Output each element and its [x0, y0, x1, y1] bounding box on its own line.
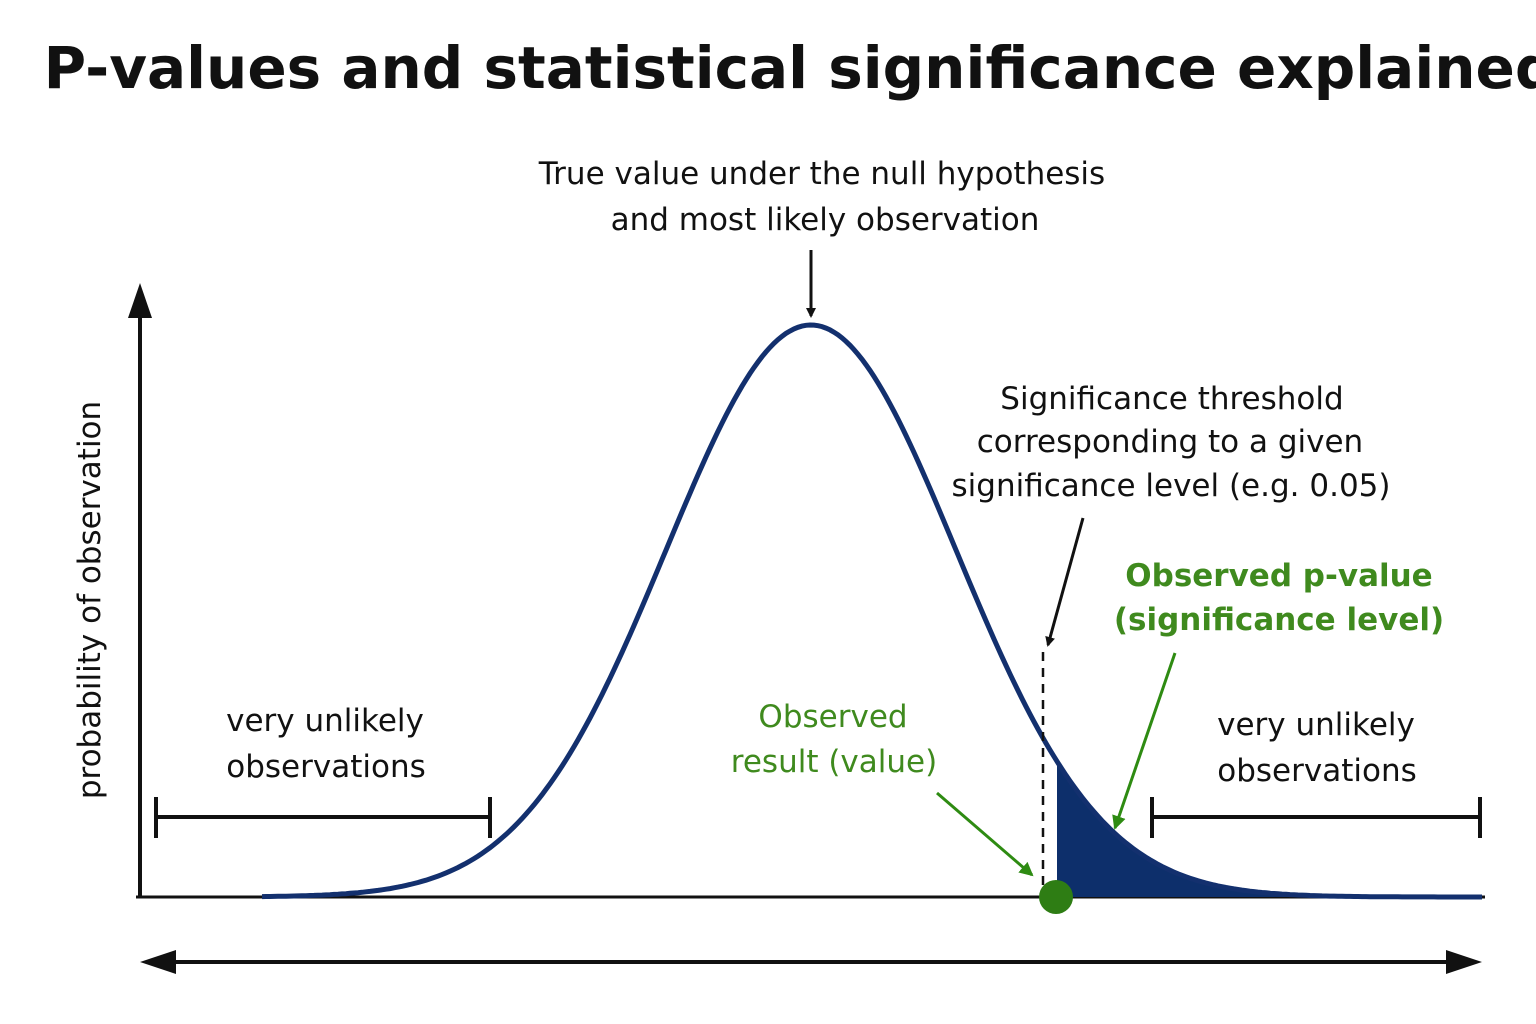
threshold-arrow — [1045, 517, 1085, 647]
right-bracket — [1150, 797, 1482, 838]
left-label: observations — [226, 749, 426, 785]
range-arrow-right — [1446, 950, 1482, 974]
p-value-label: (significance level) — [1114, 602, 1444, 638]
title: P-values and statistical significance ex… — [44, 34, 1536, 102]
observed-label: Observed — [758, 699, 907, 735]
right-label: very unlikely — [1217, 707, 1415, 743]
y-axis-label: probability of observation — [72, 401, 108, 799]
null-label: True value under the null hypothesis — [538, 156, 1105, 192]
left-bracket — [154, 797, 492, 838]
observed-arrow — [936, 791, 1034, 877]
range-arrow-left — [140, 950, 176, 974]
null-distribution-curve — [261, 322, 1482, 900]
null-label: and most likely observation — [611, 202, 1040, 238]
threshold-label: corresponding to a given — [977, 424, 1363, 460]
p-value-area — [1057, 761, 1485, 897]
y-axis-arrow — [128, 283, 152, 318]
right-label: observations — [1217, 753, 1417, 789]
p-value-arrow — [1112, 652, 1177, 830]
observed-label: result (value) — [731, 744, 937, 780]
threshold-label: significance level (e.g. 0.05) — [952, 468, 1391, 504]
threshold-label: Significance threshold — [1000, 381, 1343, 417]
left-label: very unlikely — [226, 703, 424, 739]
p-value-label: Observed p-value — [1125, 558, 1432, 594]
observed-point — [1039, 880, 1073, 914]
